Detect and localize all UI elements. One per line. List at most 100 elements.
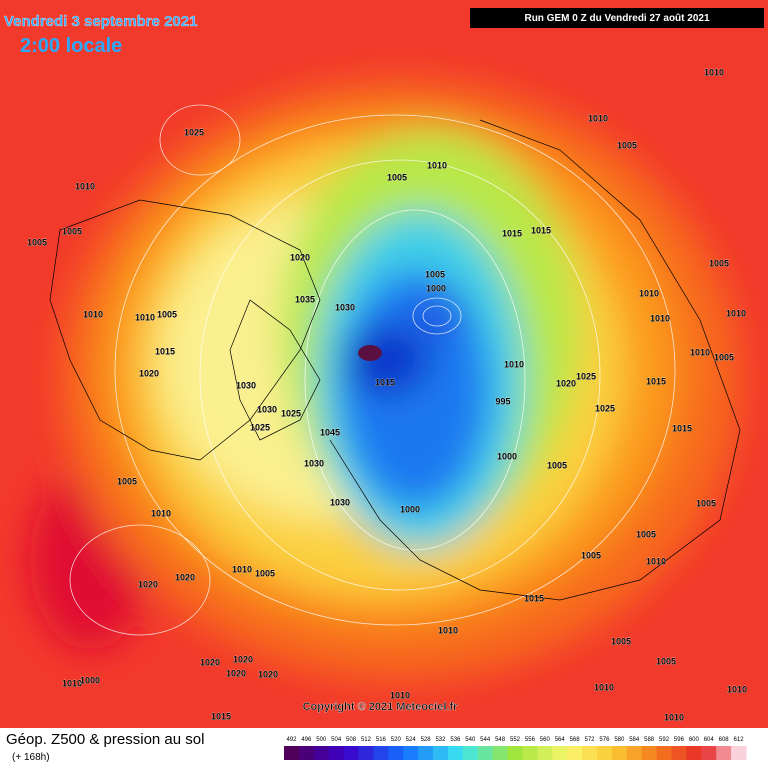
legend-label: 540 [465, 737, 476, 743]
legend-swatch [686, 746, 702, 760]
legend-swatch [298, 746, 315, 760]
isobar-label: 1005 [27, 237, 47, 247]
isobar-label: 1000 [497, 451, 517, 461]
isobar-label: 1000 [400, 504, 420, 514]
legend-swatch [373, 746, 389, 760]
legend-swatch [716, 746, 732, 760]
legend-swatch [358, 746, 374, 760]
isobar-label: 1020 [138, 579, 158, 589]
isobar-label: 1015 [672, 423, 692, 433]
footer-title: Géop. Z500 & pression au sol [6, 731, 204, 748]
isobar-label: 1045 [320, 427, 340, 437]
isobar-label: 1010 [727, 684, 747, 694]
legend-swatch [656, 746, 672, 760]
isobar-label: 1020 [200, 657, 220, 667]
isobar-label: 1015 [211, 711, 231, 721]
isobar-label: 1030 [304, 458, 324, 468]
isobar-label: 1010 [438, 625, 458, 635]
legend-label: 572 [585, 737, 596, 743]
legend-label: 588 [644, 737, 655, 743]
isobar-label: 995 [495, 396, 510, 406]
isobar-label: 1025 [281, 408, 301, 418]
isobar-label: 1010 [135, 312, 155, 322]
valid-time: 2:00 locale [20, 35, 122, 57]
isobar-label: 1010 [594, 682, 614, 692]
legend-label: 604 [704, 737, 715, 743]
legend-label: 596 [674, 737, 685, 743]
legend-label: 532 [435, 737, 446, 743]
isobar-label: 1010 [726, 308, 746, 318]
isobar-label: 1030 [257, 404, 277, 414]
isobar-label: 1015 [646, 376, 666, 386]
isobar-label: 1005 [696, 498, 716, 508]
legend-label: 612 [734, 737, 745, 743]
legend-label: 528 [421, 737, 432, 743]
legend-label: 512 [361, 737, 372, 743]
isobar-label: 1005 [617, 140, 637, 150]
isobar-label: 1005 [611, 636, 631, 646]
isobar-label: 1015 [155, 346, 175, 356]
legend-label: 552 [510, 737, 521, 743]
copyright: Copyright © 2021 Meteociel.fr [303, 701, 459, 713]
isobar-label: 1010 [704, 67, 724, 77]
legend-swatch [313, 746, 330, 760]
legend-swatch [447, 746, 464, 760]
legend-swatch [537, 746, 553, 760]
legend-swatch [731, 746, 747, 760]
isobar-label: 1030 [335, 302, 355, 312]
legend-swatch [596, 746, 613, 760]
isobar-label: 1010 [504, 359, 524, 369]
legend-label: 576 [599, 737, 610, 743]
legend-swatch [492, 746, 509, 760]
isobar-label: 1010 [690, 347, 710, 357]
legend-label: 544 [480, 737, 491, 743]
isobar-label: 1010 [390, 690, 410, 700]
legend-label: 548 [495, 737, 506, 743]
legend-swatch [403, 746, 419, 760]
isobar-label: 1035 [295, 294, 315, 304]
isobar-label: 1010 [83, 309, 103, 319]
isobar-label: 1010 [427, 160, 447, 170]
isobar-label: 1010 [639, 288, 659, 298]
isobar-label: 1005 [62, 226, 82, 236]
legend-label: 600 [689, 737, 700, 743]
isobar-label: 1005 [636, 529, 656, 539]
legend-swatch [477, 746, 494, 760]
legend-label: 500 [316, 737, 327, 743]
isobar-label: 1010 [62, 678, 82, 688]
isobar-label: 1015 [375, 377, 395, 387]
isobar-label: 1025 [250, 422, 270, 432]
isobar-label: 1000 [80, 675, 100, 685]
isobar-label: 1005 [581, 550, 601, 560]
legend-swatch [611, 746, 628, 760]
isobar-label: 1010 [646, 556, 666, 566]
legend-swatch [418, 746, 434, 760]
isobar-label: 1020 [139, 368, 159, 378]
isobar-label: 1010 [151, 508, 171, 518]
legend-swatch [328, 746, 345, 760]
isobar-label: 1010 [664, 712, 684, 722]
legend-label: 556 [525, 737, 536, 743]
legend-swatch [567, 746, 583, 760]
isobar-label: 1020 [258, 669, 278, 679]
isobar-label: 1010 [650, 313, 670, 323]
legend-label: 504 [331, 737, 342, 743]
isobar-label: 1005 [656, 656, 676, 666]
run-box [470, 8, 764, 28]
legend-label: 508 [346, 737, 357, 743]
legend-label: 584 [629, 737, 640, 743]
isobar-label: 1010 [588, 113, 608, 123]
legend-label: 516 [376, 737, 387, 743]
legend-label: 592 [659, 737, 670, 743]
legend-swatch [626, 746, 643, 760]
isobar-label: 1030 [236, 380, 256, 390]
legend-label: 492 [286, 737, 297, 743]
isobar-label: 1020 [233, 654, 253, 664]
isobar-label: 1015 [524, 593, 544, 603]
legend-label: 560 [540, 737, 551, 743]
footer-subtitle: (+ 168h) [12, 752, 50, 763]
isobar-label: 1020 [175, 572, 195, 582]
isobar-label: 1005 [714, 352, 734, 362]
legend-swatch [671, 746, 687, 760]
